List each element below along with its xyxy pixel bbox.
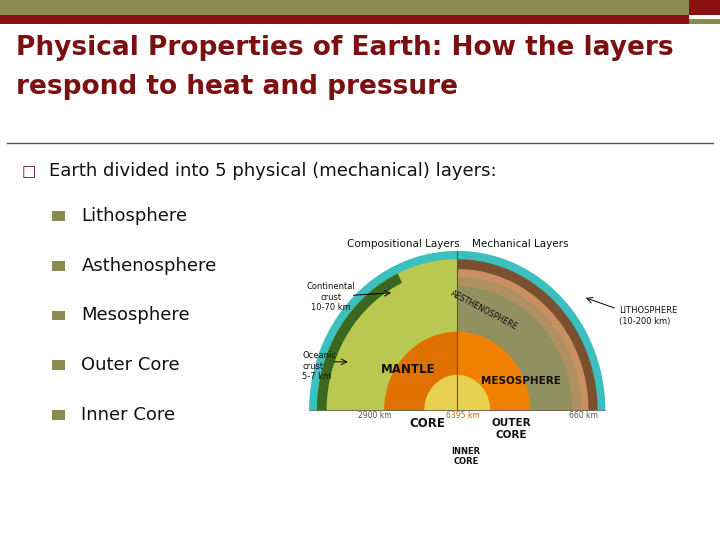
- Polygon shape: [317, 259, 457, 410]
- Polygon shape: [457, 286, 572, 410]
- Polygon shape: [424, 375, 490, 410]
- Text: MANTLE: MANTLE: [381, 363, 436, 376]
- Text: Continental
crust
10-70 km: Continental crust 10-70 km: [307, 282, 356, 312]
- Polygon shape: [413, 270, 457, 410]
- Text: Outer Core: Outer Core: [81, 356, 180, 374]
- Text: Oceanic
crust
5-7 km: Oceanic crust 5-7 km: [302, 351, 336, 381]
- Text: Mechanical Layers: Mechanical Layers: [472, 239, 569, 248]
- Text: Inner Core: Inner Core: [81, 406, 176, 424]
- Bar: [52, 360, 65, 370]
- Bar: [52, 261, 65, 271]
- Text: 660 km: 660 km: [569, 411, 598, 421]
- Polygon shape: [457, 269, 588, 410]
- Text: Compositional Layers: Compositional Layers: [347, 239, 459, 248]
- Polygon shape: [317, 273, 457, 410]
- Text: Lithosphere: Lithosphere: [81, 207, 187, 225]
- Text: Physical Properties of Earth: How the layers: Physical Properties of Earth: How the la…: [16, 35, 673, 61]
- Text: Earth divided into 5 physical (mechanical) layers:: Earth divided into 5 physical (mechanica…: [49, 162, 497, 180]
- Text: 2900 km: 2900 km: [358, 411, 391, 421]
- Text: INNER
CORE: INNER CORE: [451, 447, 480, 465]
- Text: respond to heat and pressure: respond to heat and pressure: [16, 75, 458, 100]
- Polygon shape: [457, 259, 598, 410]
- Polygon shape: [327, 278, 457, 410]
- Bar: [52, 211, 65, 221]
- Text: CORE: CORE: [409, 417, 445, 430]
- Polygon shape: [384, 332, 457, 410]
- Text: AESTHENOSPHERE: AESTHENOSPHERE: [449, 289, 520, 332]
- Text: □: □: [22, 164, 36, 179]
- Text: OUTER
CORE: OUTER CORE: [491, 418, 531, 440]
- Text: 6395 km: 6395 km: [446, 411, 480, 421]
- Bar: [52, 310, 65, 320]
- Polygon shape: [457, 332, 530, 410]
- Text: Asthenosphere: Asthenosphere: [81, 256, 217, 275]
- Polygon shape: [342, 286, 457, 410]
- Bar: [0, 15, 689, 24]
- Text: Mesosphere: Mesosphere: [81, 306, 190, 325]
- Text: LITHOSPHERE
(10-200 km): LITHOSPHERE (10-200 km): [619, 306, 678, 326]
- Polygon shape: [457, 276, 582, 410]
- Bar: [0, 0, 689, 15]
- Bar: [689, 19, 720, 24]
- Bar: [52, 410, 65, 420]
- Polygon shape: [309, 251, 606, 410]
- Bar: [689, 0, 720, 15]
- Text: MESOSPHERE: MESOSPHERE: [481, 376, 560, 386]
